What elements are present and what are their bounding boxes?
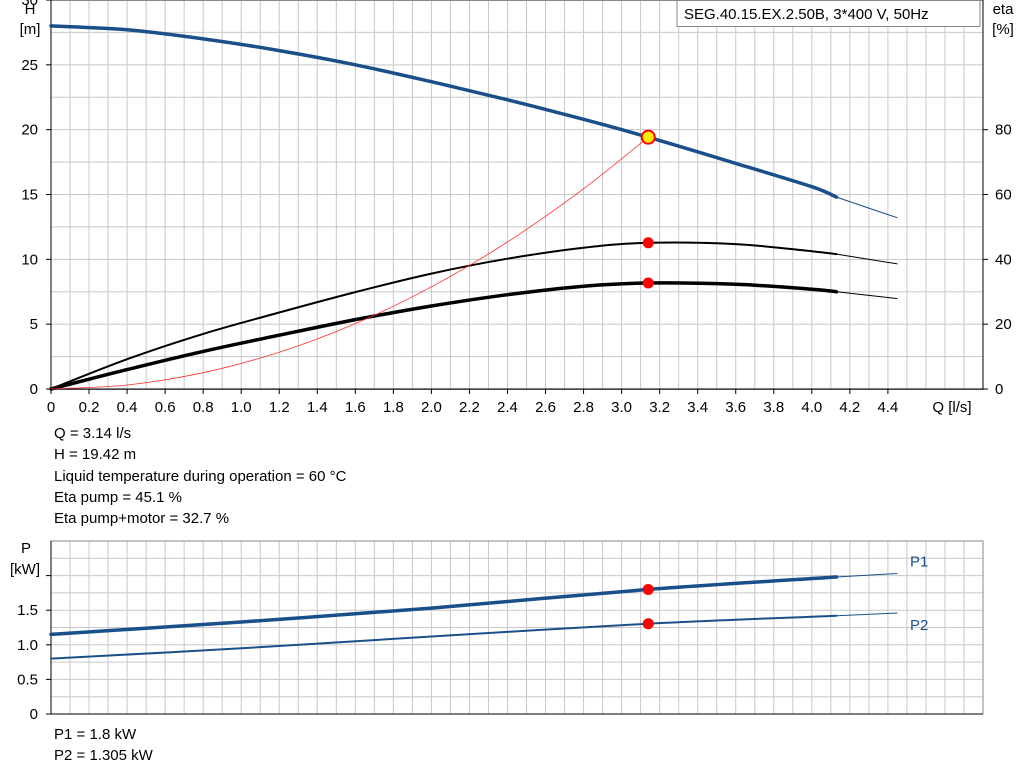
y-left-axis-label: H bbox=[25, 1, 36, 18]
power-axis-unit: [kW] bbox=[10, 561, 40, 578]
series-line-eta_pump bbox=[50, 241, 838, 390]
series-label-P1: P1 bbox=[910, 554, 928, 571]
y-right-tick-label: 80 bbox=[995, 122, 1012, 139]
x-tick-label: 2.4 bbox=[497, 399, 518, 416]
x-tick-label: 0.4 bbox=[117, 399, 138, 416]
x-tick-label: 1.4 bbox=[307, 399, 328, 416]
x-tick-label: 1.0 bbox=[231, 399, 252, 416]
x-tick-label: 0.2 bbox=[79, 399, 100, 416]
operating-point-marker bbox=[642, 618, 654, 630]
x-tick-label: 4.0 bbox=[801, 399, 822, 416]
y-left-axis-unit: [m] bbox=[20, 21, 41, 38]
x-tick-label: 4.2 bbox=[839, 399, 860, 416]
info-flow: Q = 3.14 l/s bbox=[54, 425, 132, 442]
series-line-H bbox=[49, 24, 839, 199]
series-line-P2 bbox=[50, 614, 838, 660]
pump-label: SEG.40.15.EX.2.50B, 3*400 V, 50Hz bbox=[684, 6, 929, 23]
top-grid bbox=[50, 0, 983, 390]
y-left-tick-label: 15 bbox=[21, 187, 38, 204]
series-line-eta_total bbox=[49, 281, 839, 391]
info-p2: P2 = 1.305 kW bbox=[54, 747, 153, 765]
x-tick-label: 2.8 bbox=[573, 399, 594, 416]
y-right-tick-label: 20 bbox=[995, 316, 1012, 333]
x-tick-label: 3.4 bbox=[687, 399, 708, 416]
y-right-tick-label: 60 bbox=[995, 187, 1012, 204]
info-p1: P1 = 1.8 kW bbox=[54, 726, 137, 743]
bottom-grid bbox=[50, 540, 983, 715]
x-tick-label: 3.6 bbox=[725, 399, 746, 416]
series-extension-P2 bbox=[836, 612, 898, 617]
y-right-axis-label: eta bbox=[993, 1, 1015, 18]
x-tick-label: 0.8 bbox=[193, 399, 214, 416]
operating-point-marker bbox=[642, 277, 654, 289]
operating-point-marker bbox=[642, 583, 654, 595]
info-head: H = 19.42 m bbox=[54, 446, 137, 464]
y-left-tick-label: 25 bbox=[21, 57, 38, 74]
operating-point-marker bbox=[642, 237, 654, 249]
x-tick-label: 3.8 bbox=[763, 399, 784, 416]
operating-point-marker bbox=[640, 129, 656, 145]
x-tick-label: 2.2 bbox=[459, 399, 480, 416]
series-extension-P1 bbox=[836, 573, 898, 578]
series-line-system_curve bbox=[50, 136, 649, 390]
power-info: P1 = 1.8 kW P2 = 1.305 kW bbox=[54, 724, 153, 767]
series-extension-eta_pump bbox=[836, 253, 898, 265]
info-eta-pump-motor: Eta pump+motor = 32.7 % bbox=[54, 510, 230, 528]
info-eta-pump: Eta pump = 45.1 % bbox=[54, 488, 182, 506]
x-tick-label: 2.6 bbox=[535, 399, 556, 416]
y-right-tick-label: 40 bbox=[995, 251, 1012, 268]
y-right-axis-unit: [%] bbox=[992, 21, 1014, 38]
x-tick-label: 4.4 bbox=[877, 399, 898, 416]
power-axis-label: P bbox=[21, 540, 31, 557]
y-left-tick-label: 5 bbox=[30, 316, 38, 333]
y-right-tick-label: 0 bbox=[995, 381, 1003, 398]
x-tick-label: 1.8 bbox=[383, 399, 404, 416]
x-tick-label: 3.0 bbox=[611, 399, 632, 416]
series-line-P1 bbox=[49, 575, 839, 637]
x-tick-label: 3.2 bbox=[649, 399, 670, 416]
pump-label-box bbox=[676, 0, 981, 27]
y-left-tick-label: 30 bbox=[21, 0, 38, 9]
x-tick-label: 1.6 bbox=[345, 399, 366, 416]
x-tick-label: 2.0 bbox=[421, 399, 442, 416]
power-tick-label: 0 bbox=[30, 706, 38, 723]
series-label-P2: P2 bbox=[910, 617, 928, 634]
y-left-tick-label: 10 bbox=[21, 251, 38, 268]
y-left-tick-label: 20 bbox=[21, 122, 38, 139]
x-tick-label: 1.2 bbox=[269, 399, 290, 416]
x-axis-label: Q [l/s] bbox=[932, 399, 971, 416]
x-tick-label: 0.6 bbox=[155, 399, 176, 416]
info-liquid-temperature: Liquid temperature during operation = 60… bbox=[54, 467, 347, 485]
series-extension-eta_total bbox=[836, 291, 898, 300]
x-tick-label: 0 bbox=[47, 399, 55, 416]
y-left-tick-label: 0 bbox=[30, 381, 38, 398]
series-extension-H bbox=[836, 196, 898, 219]
power-tick-label: 1.5 bbox=[17, 602, 38, 619]
operating-point-info: Q = 3.14 l/s H = 19.42 m Liquid temperat… bbox=[54, 423, 346, 529]
power-tick-label: 1.0 bbox=[17, 637, 38, 654]
power-tick-label: 0.5 bbox=[17, 671, 38, 688]
